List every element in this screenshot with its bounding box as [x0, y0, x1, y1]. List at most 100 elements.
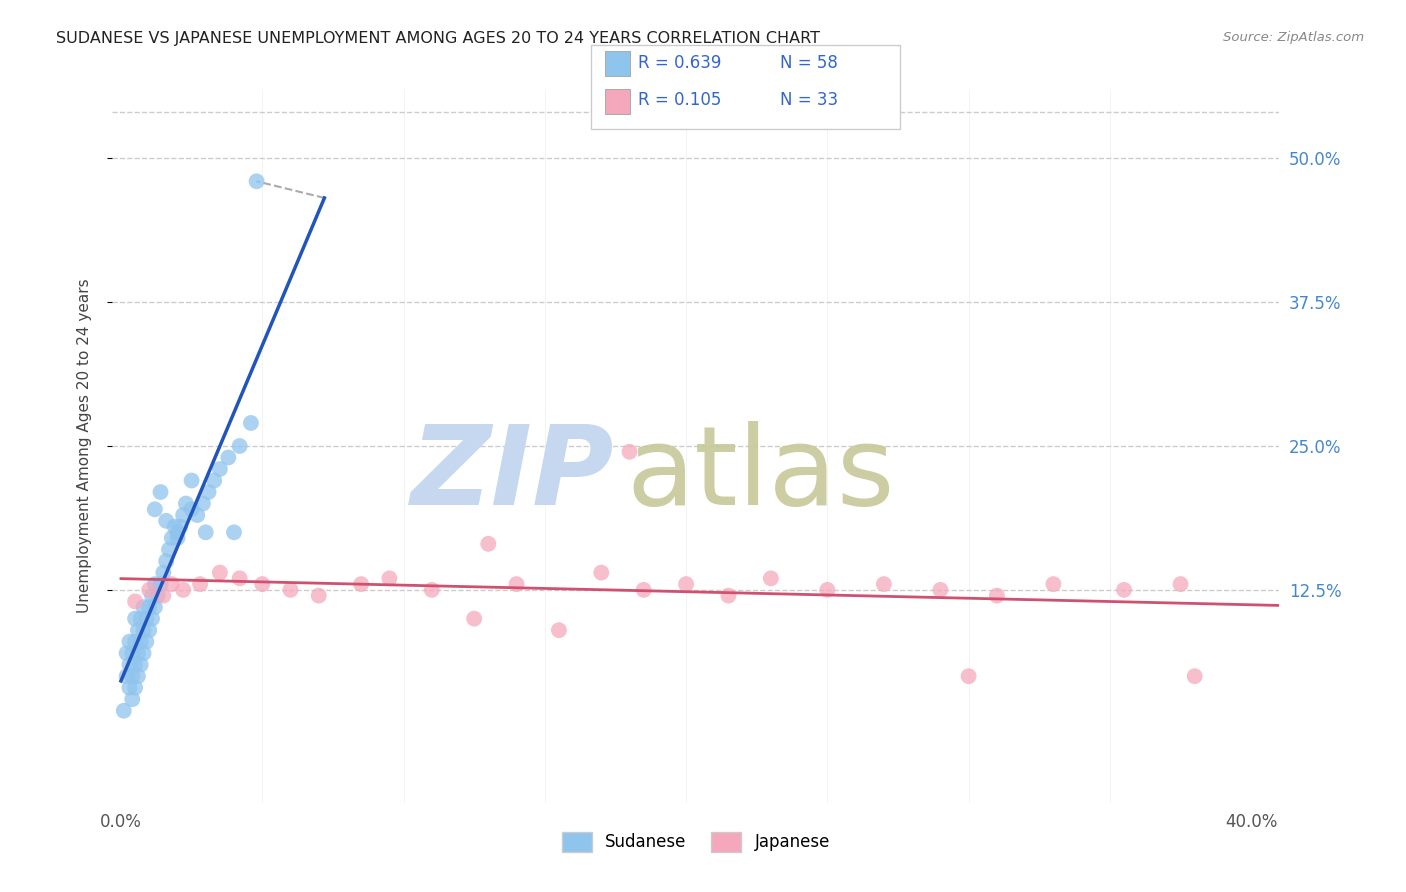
Point: [208, 462, 231, 476]
Point: [759, 571, 782, 585]
Point: [505, 577, 527, 591]
Legend: Sudanese, Japanese: Sudanese, Japanese: [555, 825, 837, 859]
Point: [477, 537, 499, 551]
Text: ZIP: ZIP: [411, 421, 614, 528]
Text: atlas: atlas: [626, 421, 894, 528]
Point: [121, 646, 143, 660]
Point: [155, 514, 177, 528]
Point: [124, 594, 146, 608]
Point: [1184, 669, 1206, 683]
Point: [172, 582, 194, 597]
Point: [124, 657, 146, 672]
Point: [155, 554, 177, 568]
Point: [420, 582, 443, 597]
Point: [252, 577, 274, 591]
Point: [143, 502, 166, 516]
Point: [228, 439, 250, 453]
Point: [1112, 582, 1135, 597]
Point: [132, 646, 155, 660]
Text: N = 33: N = 33: [780, 91, 838, 109]
Point: [135, 612, 157, 626]
Point: [124, 612, 146, 626]
Text: SUDANESE VS JAPANESE UNEMPLOYMENT AMONG AGES 20 TO 24 YEARS CORRELATION CHART: SUDANESE VS JAPANESE UNEMPLOYMENT AMONG …: [56, 31, 820, 46]
Point: [129, 634, 152, 648]
Point: [717, 589, 740, 603]
Point: [124, 634, 146, 648]
Point: [135, 634, 157, 648]
Point: [873, 577, 896, 591]
Point: [115, 669, 138, 683]
Point: [172, 508, 194, 522]
Point: [141, 612, 163, 626]
Point: [138, 623, 160, 637]
Point: [157, 542, 180, 557]
Text: N = 58: N = 58: [780, 54, 838, 71]
Point: [166, 531, 188, 545]
Point: [138, 600, 160, 615]
Point: [186, 508, 208, 522]
Point: [127, 623, 149, 637]
Point: [217, 450, 239, 465]
Point: [463, 612, 485, 626]
Point: [115, 646, 138, 660]
Point: [245, 174, 267, 188]
Point: [986, 589, 1008, 603]
Point: [166, 525, 188, 540]
Point: [132, 600, 155, 615]
Text: Source: ZipAtlas.com: Source: ZipAtlas.com: [1223, 31, 1364, 45]
Point: [118, 634, 141, 648]
Point: [188, 577, 211, 591]
Point: [548, 623, 571, 637]
Point: [127, 669, 149, 683]
Point: [1170, 577, 1192, 591]
Point: [180, 474, 202, 488]
Point: [633, 582, 655, 597]
Point: [112, 704, 135, 718]
Point: [675, 577, 697, 591]
Point: [152, 589, 174, 603]
Point: [129, 657, 152, 672]
Point: [191, 497, 214, 511]
Point: [124, 681, 146, 695]
Point: [378, 571, 401, 585]
Point: [143, 577, 166, 591]
Point: [228, 571, 250, 585]
Point: [160, 531, 183, 545]
Point: [118, 657, 141, 672]
Text: R = 0.105: R = 0.105: [638, 91, 721, 109]
Point: [239, 416, 262, 430]
Point: [149, 485, 172, 500]
Point: [127, 646, 149, 660]
Text: R = 0.639: R = 0.639: [638, 54, 721, 71]
Point: [121, 692, 143, 706]
Point: [174, 497, 197, 511]
Point: [160, 577, 183, 591]
Point: [129, 612, 152, 626]
Point: [280, 582, 302, 597]
Point: [194, 525, 217, 540]
Point: [202, 474, 225, 488]
Point: [1042, 577, 1064, 591]
Point: [169, 519, 191, 533]
Point: [350, 577, 373, 591]
Point: [138, 582, 160, 597]
Point: [118, 681, 141, 695]
Point: [141, 589, 163, 603]
Point: [143, 600, 166, 615]
Point: [180, 502, 202, 516]
Point: [152, 566, 174, 580]
Point: [197, 485, 219, 500]
Point: [308, 589, 330, 603]
Point: [815, 582, 838, 597]
Point: [619, 444, 641, 458]
Point: [149, 577, 172, 591]
Point: [132, 623, 155, 637]
Point: [121, 669, 143, 683]
Y-axis label: Unemployment Among Ages 20 to 24 years: Unemployment Among Ages 20 to 24 years: [77, 278, 91, 614]
Point: [591, 566, 613, 580]
Point: [222, 525, 245, 540]
Point: [957, 669, 980, 683]
Point: [929, 582, 952, 597]
Point: [163, 519, 186, 533]
Point: [208, 566, 231, 580]
